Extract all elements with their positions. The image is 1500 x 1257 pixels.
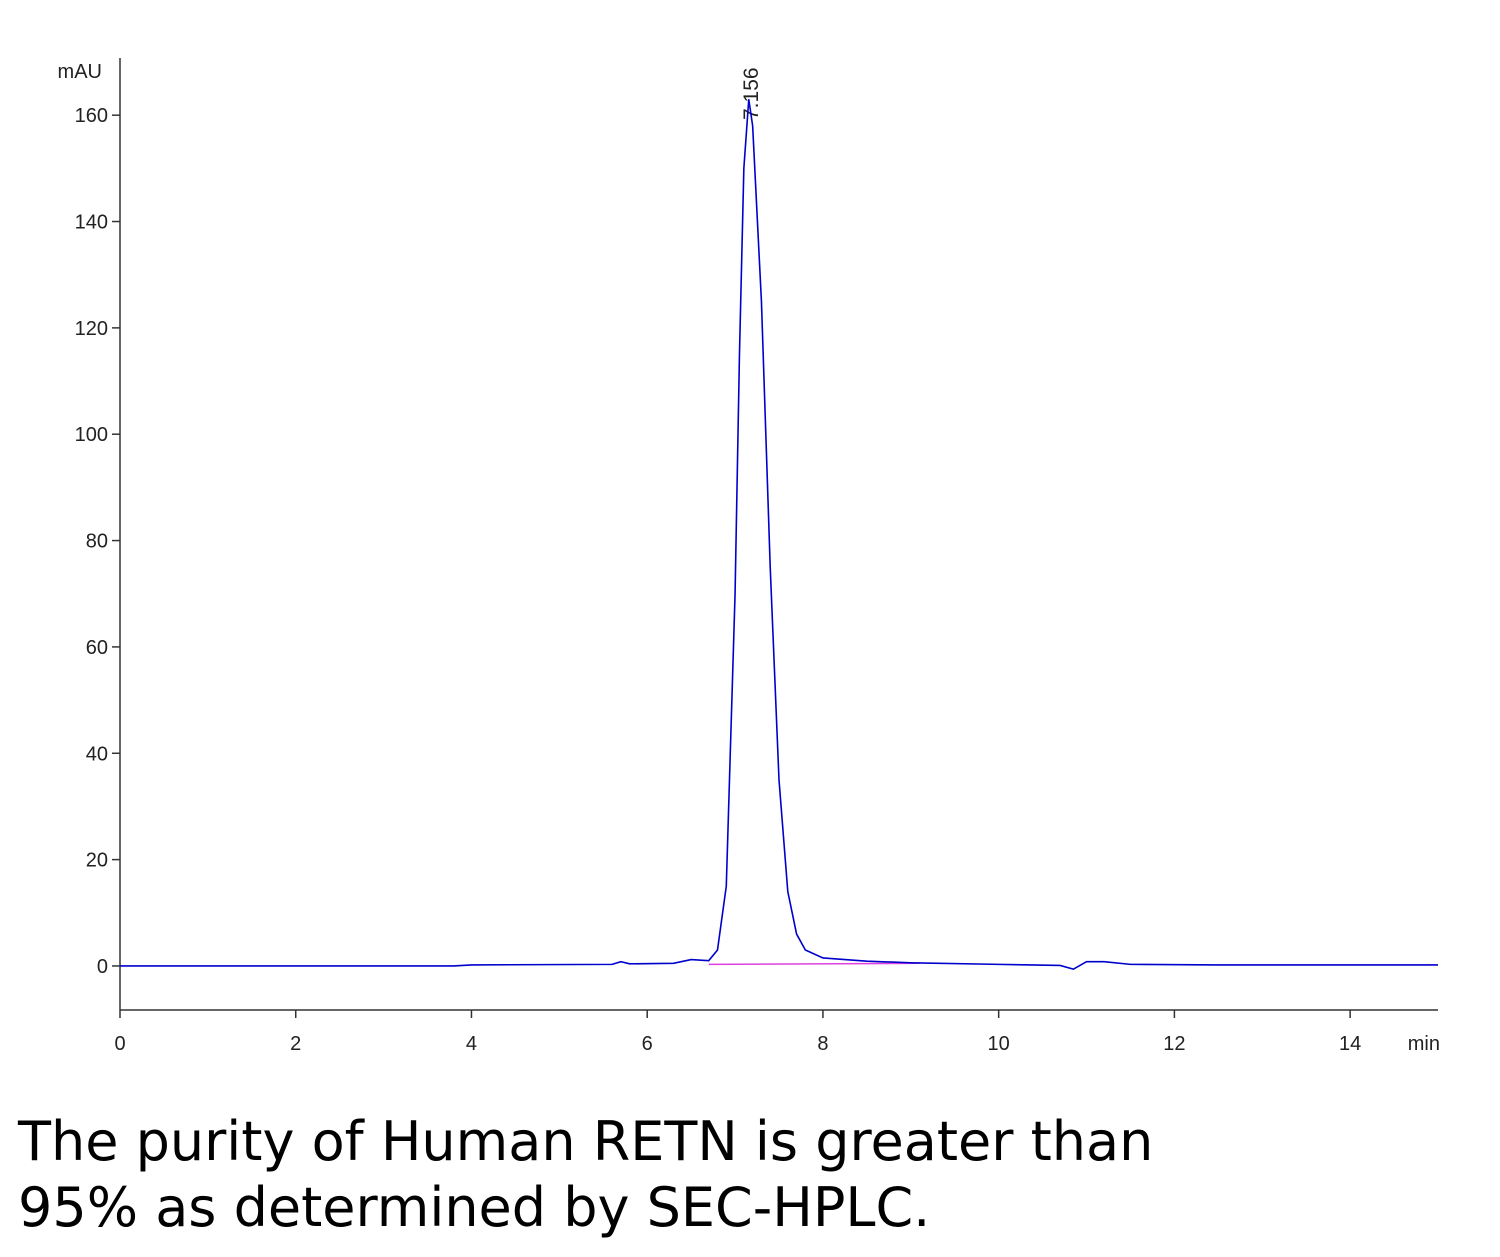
x-tick-label: 12 bbox=[1163, 1033, 1185, 1055]
y-tick-label: 160 bbox=[75, 105, 108, 127]
x-tick-label: 8 bbox=[817, 1033, 828, 1055]
baseline bbox=[708, 962, 920, 966]
x-tick-label: 14 bbox=[1339, 1033, 1361, 1055]
x-tick-label: 0 bbox=[114, 1033, 125, 1055]
y-tick-label: 20 bbox=[86, 850, 108, 872]
trace bbox=[120, 99, 1438, 971]
x-tick-label: 2 bbox=[290, 1033, 301, 1055]
x-axis-label: min bbox=[1408, 1033, 1440, 1055]
y-tick-label: 0 bbox=[97, 956, 108, 978]
peak-label: 7.156 bbox=[740, 67, 763, 120]
caption-line: The purity of Human RETN is greater than bbox=[17, 1110, 1153, 1173]
x-tick-label: 6 bbox=[642, 1033, 653, 1055]
y-tick-label: 80 bbox=[86, 531, 108, 553]
y-axis-label: mAU bbox=[58, 61, 102, 83]
y-tick-label: 60 bbox=[86, 637, 108, 659]
y-tick-label: 40 bbox=[86, 743, 108, 765]
x-tick-label: 4 bbox=[466, 1033, 477, 1055]
x-tick-label: 10 bbox=[988, 1033, 1010, 1055]
caption-line: 95% as determined by SEC-HPLC. bbox=[18, 1176, 930, 1239]
y-tick-label: 120 bbox=[75, 318, 108, 340]
y-tick-label: 100 bbox=[75, 424, 108, 446]
y-tick-label: 140 bbox=[75, 212, 108, 234]
